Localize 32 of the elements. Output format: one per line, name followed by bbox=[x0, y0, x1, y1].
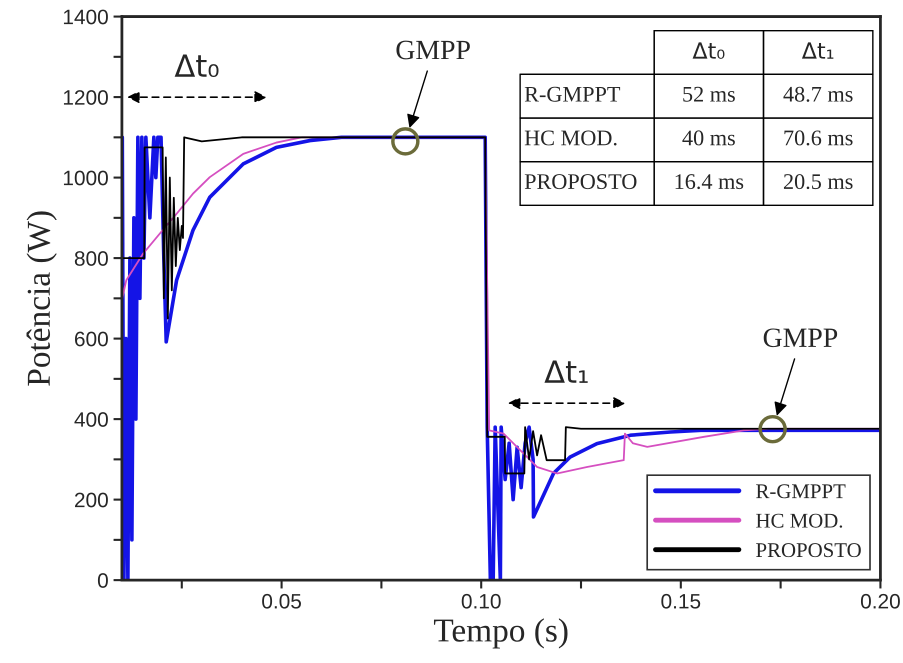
y-tick-label: 1400 bbox=[64, 10, 108, 24]
y-tick-label: 1200 bbox=[64, 90, 108, 105]
x-tick-label: 0.05 bbox=[262, 594, 301, 609]
y-tick-label: 1000 bbox=[64, 170, 108, 186]
y-tick-label: 400 bbox=[74, 412, 108, 427]
annotation: GMPP bbox=[764, 328, 838, 348]
annotation: 52 ms bbox=[683, 86, 735, 102]
annotation: 20.5 ms bbox=[784, 174, 853, 190]
annotation: 48.7 ms bbox=[783, 86, 853, 102]
legend-label: R-GMPPT bbox=[756, 484, 846, 498]
annotation: 40 ms bbox=[682, 130, 735, 146]
annotation: PROPOSTO bbox=[524, 174, 636, 190]
annotation: Δt₀ bbox=[174, 54, 219, 78]
annotation: Δt₁ bbox=[802, 42, 834, 59]
y-tick-label: 800 bbox=[74, 251, 108, 266]
y-tick-label: 0 bbox=[98, 573, 108, 588]
x-tick-label: 0.15 bbox=[661, 594, 700, 609]
x-axis-title: Tempo (s) bbox=[434, 618, 568, 649]
annotation: GMPP bbox=[396, 40, 470, 60]
legend-label: PROPOSTO bbox=[756, 543, 861, 558]
legend-label: HC MOD. bbox=[756, 514, 842, 528]
annotation: HC MOD. bbox=[524, 130, 617, 146]
annotation: 16.4 ms bbox=[676, 174, 744, 190]
annotation: 70.6 ms bbox=[784, 130, 853, 146]
y-tick-label: 600 bbox=[75, 332, 108, 346]
x-tick-label: 0.10 bbox=[462, 594, 501, 609]
annotation: R-GMPPT bbox=[524, 86, 620, 102]
x-tick-label: 0.20 bbox=[860, 594, 900, 609]
y-tick-label: 200 bbox=[75, 492, 108, 508]
annotation: Δt₁ bbox=[544, 360, 588, 383]
y-axis-title: Potência (W) bbox=[26, 211, 57, 386]
annotation: Δt₀ bbox=[692, 42, 724, 59]
